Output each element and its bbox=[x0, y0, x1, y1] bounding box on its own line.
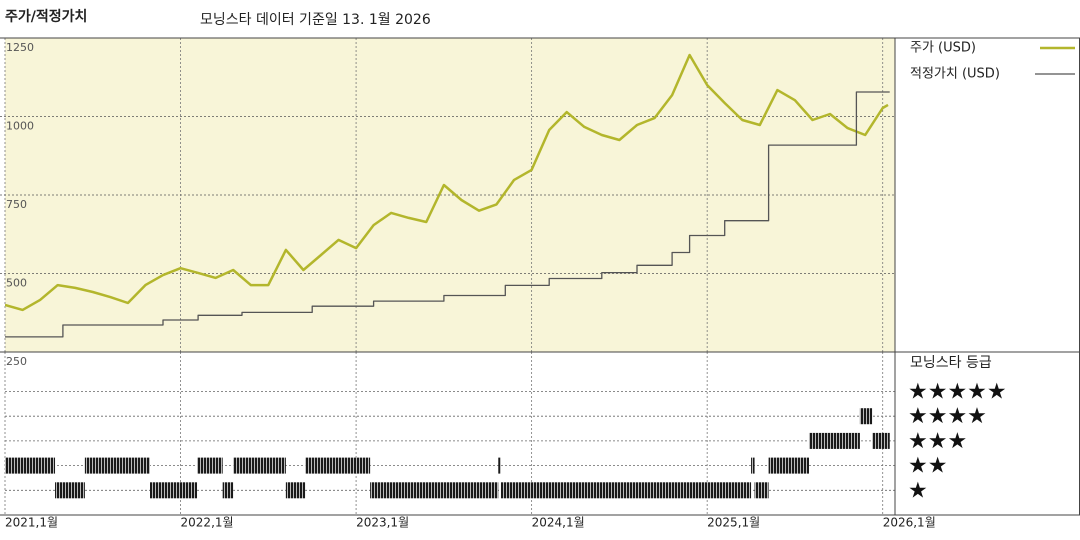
x-tick-label: 2026,1월 bbox=[883, 516, 936, 530]
rating-bar bbox=[808, 432, 860, 449]
rating-bar bbox=[768, 457, 809, 474]
rating-bar bbox=[84, 457, 150, 474]
x-tick-label: 2022,1월 bbox=[181, 516, 234, 530]
x-tick-label: 2024,1월 bbox=[532, 516, 585, 530]
x-tick-label: 2023,1월 bbox=[356, 516, 409, 530]
legend-label: 주가 (USD) bbox=[910, 41, 976, 56]
series-line bbox=[5, 53, 889, 312]
y-tick-label: 1000 bbox=[6, 120, 34, 133]
rating-label: ★★ bbox=[908, 454, 947, 479]
chart-subtitle: 모닝스타 데이터 기준일 13. 1월 2026 bbox=[200, 12, 431, 28]
x-tick-label: 2021,1월 bbox=[5, 516, 58, 530]
rating-bar bbox=[285, 482, 306, 499]
rating-bar bbox=[149, 482, 198, 499]
marks bbox=[5, 46, 1075, 499]
rating-bar bbox=[500, 482, 752, 499]
rating-bar bbox=[751, 457, 755, 474]
y-tick-label: 750 bbox=[6, 198, 27, 211]
rating-bar bbox=[233, 457, 286, 474]
series-line bbox=[5, 91, 890, 338]
rating-bar bbox=[872, 432, 890, 449]
rating-label: ★★★★★ bbox=[908, 380, 1007, 405]
y-tick-label: 500 bbox=[6, 277, 27, 290]
rating-bar bbox=[370, 482, 499, 499]
legend-label: 적정가치 (USD) bbox=[910, 67, 1000, 82]
y-tick-label: 1250 bbox=[6, 41, 34, 54]
rating-label: ★★★ bbox=[908, 429, 967, 454]
y-tick-label: 250 bbox=[6, 355, 27, 368]
rating-label: ★ bbox=[908, 478, 928, 503]
rating-bar bbox=[754, 482, 769, 499]
rating-bar bbox=[197, 457, 223, 474]
rating-title: 모닝스타 등급 bbox=[910, 355, 992, 371]
chart-title: 주가/적정가치 bbox=[5, 8, 87, 25]
rating-bar bbox=[305, 457, 371, 474]
rating-bar bbox=[859, 408, 873, 425]
rating-bar bbox=[498, 457, 501, 474]
rating-bar bbox=[55, 482, 85, 499]
rating-label: ★★★★ bbox=[908, 404, 987, 429]
x-tick-label: 2025,1월 bbox=[707, 516, 760, 530]
rating-bar bbox=[222, 482, 234, 499]
rating-bar bbox=[5, 457, 56, 474]
